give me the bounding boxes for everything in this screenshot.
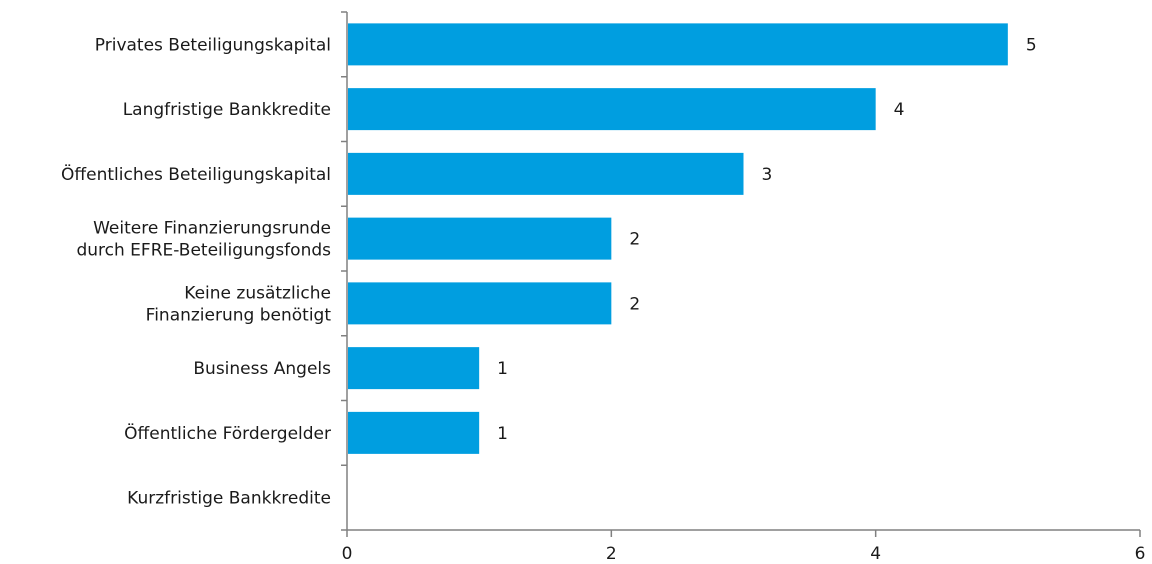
category-labels-group: Privates Beteiligungskapital Langfristige… — [61, 35, 331, 508]
category-label: Finanzierung benötigt — [146, 305, 332, 325]
category-label: Langfristige Bankkredite — [123, 100, 331, 120]
bar — [348, 282, 612, 325]
category-label: Privates Beteiligungskapital — [95, 35, 331, 55]
data-label: 5 — [1026, 35, 1037, 55]
data-label: 1 — [497, 359, 508, 379]
category-label: Öffentliches Beteiligungskapital — [61, 163, 331, 185]
category-label: Keine zusätzliche — [184, 283, 331, 303]
x-tick-label: 2 — [606, 544, 617, 564]
x-tick-label: 0 — [342, 544, 353, 564]
category-label: Kurzfristige Bankkredite — [127, 489, 331, 509]
category-label: Weitere Finanzierungsrunde — [93, 219, 331, 239]
x-tick-labels-group: 0 2 4 6 — [342, 544, 1146, 564]
data-label: 2 — [629, 230, 640, 250]
data-label: 4 — [894, 100, 905, 120]
bar — [348, 23, 1008, 66]
x-tick-label: 4 — [870, 544, 881, 564]
bar — [348, 152, 744, 195]
bar — [348, 411, 480, 454]
category-label: Business Angels — [193, 359, 331, 379]
data-label: 3 — [762, 165, 773, 185]
x-tick-label: 6 — [1135, 544, 1146, 564]
bars-group — [348, 23, 1008, 454]
category-label: durch EFRE-Beteiligungsfonds — [76, 241, 331, 261]
data-label: 1 — [497, 424, 508, 444]
bar — [348, 217, 612, 260]
bar — [348, 88, 876, 131]
ticks-group — [341, 11, 1141, 537]
data-label: 2 — [629, 294, 640, 314]
bar — [348, 347, 480, 390]
value-labels-group: 5 4 3 2 2 1 1 — [497, 35, 1036, 444]
category-label: Öffentliche Fördergelder — [124, 422, 331, 444]
